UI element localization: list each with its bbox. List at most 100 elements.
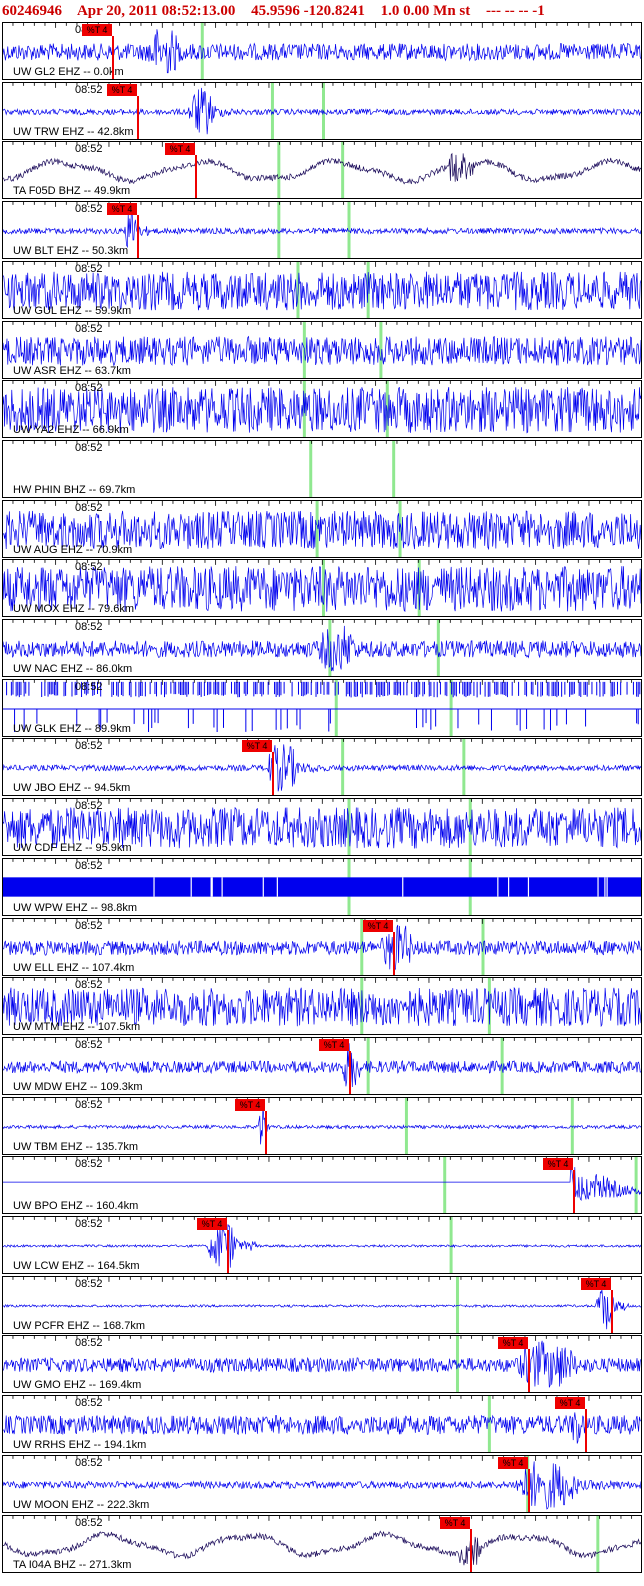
phase-pick-tag[interactable]: %T 4 <box>235 1099 265 1111</box>
phase-pick-line <box>349 1051 351 1094</box>
trace-panel[interactable]: 08:52 UW GUL EHZ -- 59.9km <box>2 261 642 319</box>
time-ticks <box>12 262 633 267</box>
trace-panel[interactable]: 08:52 TA F05D BHZ -- 49.9km %T 4 <box>2 141 642 199</box>
trace-panel[interactable]: 08:52 UW NAC EHZ -- 86.0km <box>2 619 642 677</box>
trace-panel[interactable]: 08:52 UW MDW EHZ -- 109.3km %T 4 <box>2 1037 642 1095</box>
trace-start-time: 08:52 <box>75 1039 103 1051</box>
trace-panel[interactable]: 08:52 UW ASR EHZ -- 63.7km <box>2 321 642 379</box>
station-label: UW ELL EHZ -- 107.4km <box>13 962 135 974</box>
trace-plot <box>3 859 641 915</box>
station-label: UW BPO EHZ -- 160.4km <box>13 1200 139 1212</box>
trace-panel[interactable]: 08:52 UW BLT EHZ -- 50.3km %T 4 <box>2 201 642 259</box>
phase-marker <box>277 202 281 258</box>
phase-marker <box>309 441 313 497</box>
trace-panel[interactable]: 08:52 UW RRHS EHZ -- 194.1km %T 4 <box>2 1395 642 1453</box>
phase-marker <box>341 739 345 795</box>
phase-marker <box>379 322 383 378</box>
trace-start-time: 08:52 <box>75 203 103 215</box>
trace-waveform <box>3 1412 641 1444</box>
time-ticks <box>12 202 633 207</box>
trace-plot <box>12 441 633 497</box>
trace-plot <box>3 739 641 795</box>
trace-panel[interactable]: 08:52 UW TBM EHZ -- 135.7km %T 4 <box>2 1097 642 1155</box>
trace-plot <box>3 142 641 198</box>
trace-plot <box>3 1098 641 1154</box>
trace-plot <box>3 1456 641 1512</box>
phase-pick-tag[interactable]: %T 4 <box>498 1457 528 1469</box>
phase-pick-line <box>227 1230 229 1273</box>
trace-panel[interactable]: 08:52 UW GLK EHZ -- 89.9km <box>2 679 642 737</box>
trace-start-time: 08:52 <box>75 681 103 693</box>
trace-waveform <box>3 210 641 249</box>
time-ticks <box>12 1098 633 1103</box>
trace-waveform <box>3 744 641 792</box>
station-label: UW TBM EHZ -- 135.7km <box>13 1141 139 1153</box>
trace-panel[interactable]: 08:52 UW AUG EHZ -- 70.9km <box>2 500 642 558</box>
phase-pick-tag[interactable]: %T 4 <box>440 1517 470 1529</box>
phase-marker <box>360 919 364 975</box>
trace-plot <box>3 560 641 616</box>
phase-pick-tag[interactable]: %T 4 <box>543 1158 573 1170</box>
time-ticks <box>12 620 633 625</box>
phase-pick-line <box>573 1170 575 1213</box>
trace-plot <box>3 501 641 557</box>
trace-panel[interactable]: 08:52 TA I04A BHZ -- 271.3km %T 4 <box>2 1515 642 1573</box>
trace-waveform <box>3 387 641 434</box>
phase-pick-tag[interactable]: %T 4 <box>363 920 393 932</box>
station-label: UW GL2 EHZ -- 0.0km <box>13 66 124 78</box>
trace-panel[interactable]: 08:52 UW PCFR EHZ -- 168.7km %T 4 <box>2 1276 642 1334</box>
trace-start-time: 08:52 <box>75 1397 103 1409</box>
trace-panel[interactable]: 08:52 UW WPW EHZ -- 98.8km <box>2 858 642 916</box>
phase-pick-tag[interactable]: %T 4 <box>242 740 272 752</box>
trace-panel[interactable]: 08:52 UW MOON EHZ -- 222.3km %T 4 <box>2 1455 642 1513</box>
trace-waveform <box>3 625 641 672</box>
trace-waveform <box>3 335 641 367</box>
phase-pick-tag[interactable]: %T 4 <box>581 1278 611 1290</box>
phase-pick-tag[interactable]: %T 4 <box>319 1039 349 1051</box>
trace-panel[interactable]: 08:52 UW CDF EHZ -- 95.9km <box>2 798 642 856</box>
trace-waveform <box>3 1163 641 1201</box>
trace-plot <box>3 620 641 676</box>
trace-waveform <box>3 1043 641 1087</box>
trace-panel[interactable]: 08:52 UW TRW EHZ -- 42.8km %T 4 <box>2 82 642 140</box>
trace-panel[interactable]: 08:52 UW LCW EHZ -- 164.5km %T 4 <box>2 1216 642 1274</box>
trace-panel[interactable]: 08:52 UW MOX EHZ -- 79.6km <box>2 559 642 617</box>
trace-panel[interactable]: 08:52 UW MTM EHZ -- 107.5km <box>2 977 642 1035</box>
trace-plot <box>3 680 641 736</box>
phase-marker <box>449 1217 453 1273</box>
phase-marker <box>341 142 345 198</box>
trace-waveform <box>3 681 641 732</box>
trace-waveform <box>3 152 641 185</box>
phase-pick-tag[interactable]: %T 4 <box>197 1218 227 1230</box>
phase-pick-tag[interactable]: %T 4 <box>498 1337 528 1349</box>
phase-pick-tag[interactable]: %T 4 <box>107 203 137 215</box>
phase-pick-tag[interactable]: %T 4 <box>555 1397 585 1409</box>
trace-start-time: 08:52 <box>75 382 103 394</box>
trace-panel[interactable]: 08:52 HW PHIN BHZ -- 69.7km <box>2 440 642 498</box>
time-ticks <box>12 1396 633 1401</box>
trace-panel[interactable]: 08:52 UW JBO EHZ -- 94.5km %T 4 <box>2 738 642 796</box>
trace-panel[interactable]: 08:52 UW GMO EHZ -- 169.4km %T 4 <box>2 1335 642 1393</box>
time-ticks <box>12 978 633 983</box>
trace-plot <box>3 1038 641 1094</box>
trace-start-time: 08:52 <box>75 621 103 633</box>
station-label: UW GMO EHZ -- 169.4km <box>13 1379 142 1391</box>
trace-start-time: 08:52 <box>75 920 103 932</box>
phase-pick-tag[interactable]: %T 4 <box>82 24 112 36</box>
trace-gaps <box>153 877 608 897</box>
phase-pick-tag[interactable]: %T 4 <box>165 143 195 155</box>
trace-panel[interactable]: 08:52 UW ELL EHZ -- 107.4km %T 4 <box>2 918 642 976</box>
trace-panel[interactable]: 08:52 UW YA2 EHZ -- 66.9km <box>2 380 642 438</box>
event-id: 60246946 <box>2 3 62 19</box>
trace-panel[interactable]: 08:52 UW BPO EHZ -- 160.4km %T 4 <box>2 1156 642 1214</box>
time-ticks <box>12 441 633 446</box>
phase-pick-tag[interactable]: %T 4 <box>107 84 137 96</box>
trace-plot <box>3 799 641 855</box>
station-label: TA I04A BHZ -- 271.3km <box>13 1559 132 1571</box>
phase-marker <box>322 560 325 616</box>
phase-marker <box>200 23 204 79</box>
trace-start-time: 08:52 <box>75 979 103 991</box>
trace-start-time: 08:52 <box>75 1457 103 1469</box>
trace-start-time: 08:52 <box>75 1517 103 1529</box>
